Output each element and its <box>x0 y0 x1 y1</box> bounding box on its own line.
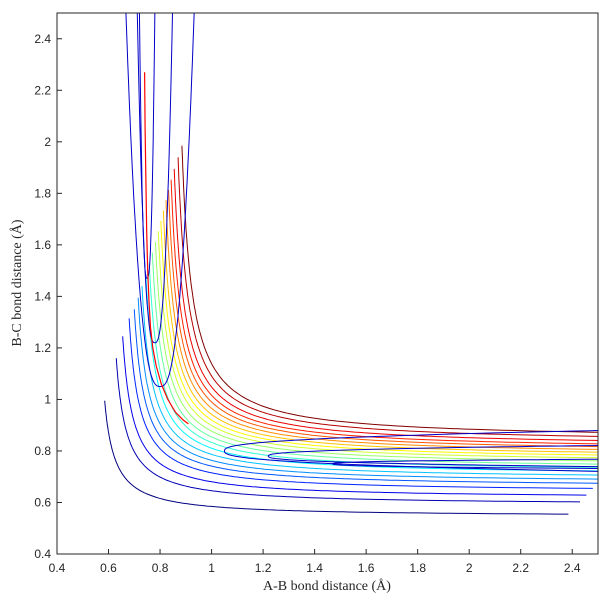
contour-lines <box>104 13 598 515</box>
contour-line <box>170 179 598 445</box>
x-tick-label: 0.4 <box>49 561 66 575</box>
y-tick-label: 1.6 <box>34 238 51 252</box>
x-tick-label: 1.4 <box>306 561 323 575</box>
y-tick-label: 2.2 <box>34 83 51 97</box>
y-tick-label: 2 <box>44 135 51 149</box>
y-tick-label: 0.8 <box>34 444 51 458</box>
contour-line <box>128 318 593 489</box>
contour-line <box>137 297 598 480</box>
valley-contour-ab <box>224 430 598 472</box>
valley-contour-ab <box>267 445 598 468</box>
contour-line <box>160 220 598 456</box>
contour-line <box>115 358 581 503</box>
x-axis-label: A-B bond distance (Å) <box>263 578 391 594</box>
contour-line <box>133 309 598 484</box>
y-axis-label: B-C bond distance (Å) <box>9 219 25 346</box>
x-tick-label: 2.4 <box>564 561 581 575</box>
y-axis-ticks: 0.4 0.6 0.8 1 1.2 1.4 1.6 1.8 2 2.2 2.4 <box>34 32 62 561</box>
contour-line <box>151 252 598 465</box>
plot-frame <box>56 12 599 555</box>
contour-line <box>177 157 598 437</box>
reaction-path-layer <box>144 72 189 425</box>
contour-line <box>145 274 598 472</box>
plot-area <box>57 13 598 554</box>
contour-line <box>157 231 598 459</box>
y-tick-label: 1.4 <box>34 289 51 303</box>
x-tick-label: 1.6 <box>358 561 375 575</box>
x-axis-ticks: 0.4 0.6 0.8 1 1.2 1.4 1.6 1.8 2 2.2 2.4 <box>49 549 581 575</box>
contour-line <box>104 400 569 515</box>
x-tick-label: 0.8 <box>152 561 169 575</box>
contour-line <box>162 210 598 453</box>
y-tick-label: 1 <box>44 392 51 406</box>
contour-line <box>122 336 587 496</box>
valley-contour-bc <box>136 13 173 344</box>
contour-line <box>165 200 598 450</box>
x-tick-label: 1.8 <box>409 561 426 575</box>
valley-contour-bc <box>138 13 156 279</box>
x-tick-label: 1 <box>208 561 215 575</box>
x-tick-label: 2.2 <box>512 561 529 575</box>
valley-contour-bc <box>125 13 195 387</box>
contour-line <box>141 286 598 476</box>
y-tick-label: 1.2 <box>34 341 51 355</box>
x-tick-label: 2 <box>466 561 473 575</box>
reaction-path <box>144 72 189 425</box>
y-tick-label: 2.4 <box>34 32 51 46</box>
x-tick-label: 1.2 <box>255 561 272 575</box>
y-tick-label: 1.8 <box>34 186 51 200</box>
y-tick-label: 0.4 <box>34 547 51 561</box>
x-tick-label: 0.6 <box>100 561 117 575</box>
contour-line <box>181 145 598 433</box>
contour-line <box>154 241 598 462</box>
y-tick-label: 0.6 <box>34 495 51 509</box>
